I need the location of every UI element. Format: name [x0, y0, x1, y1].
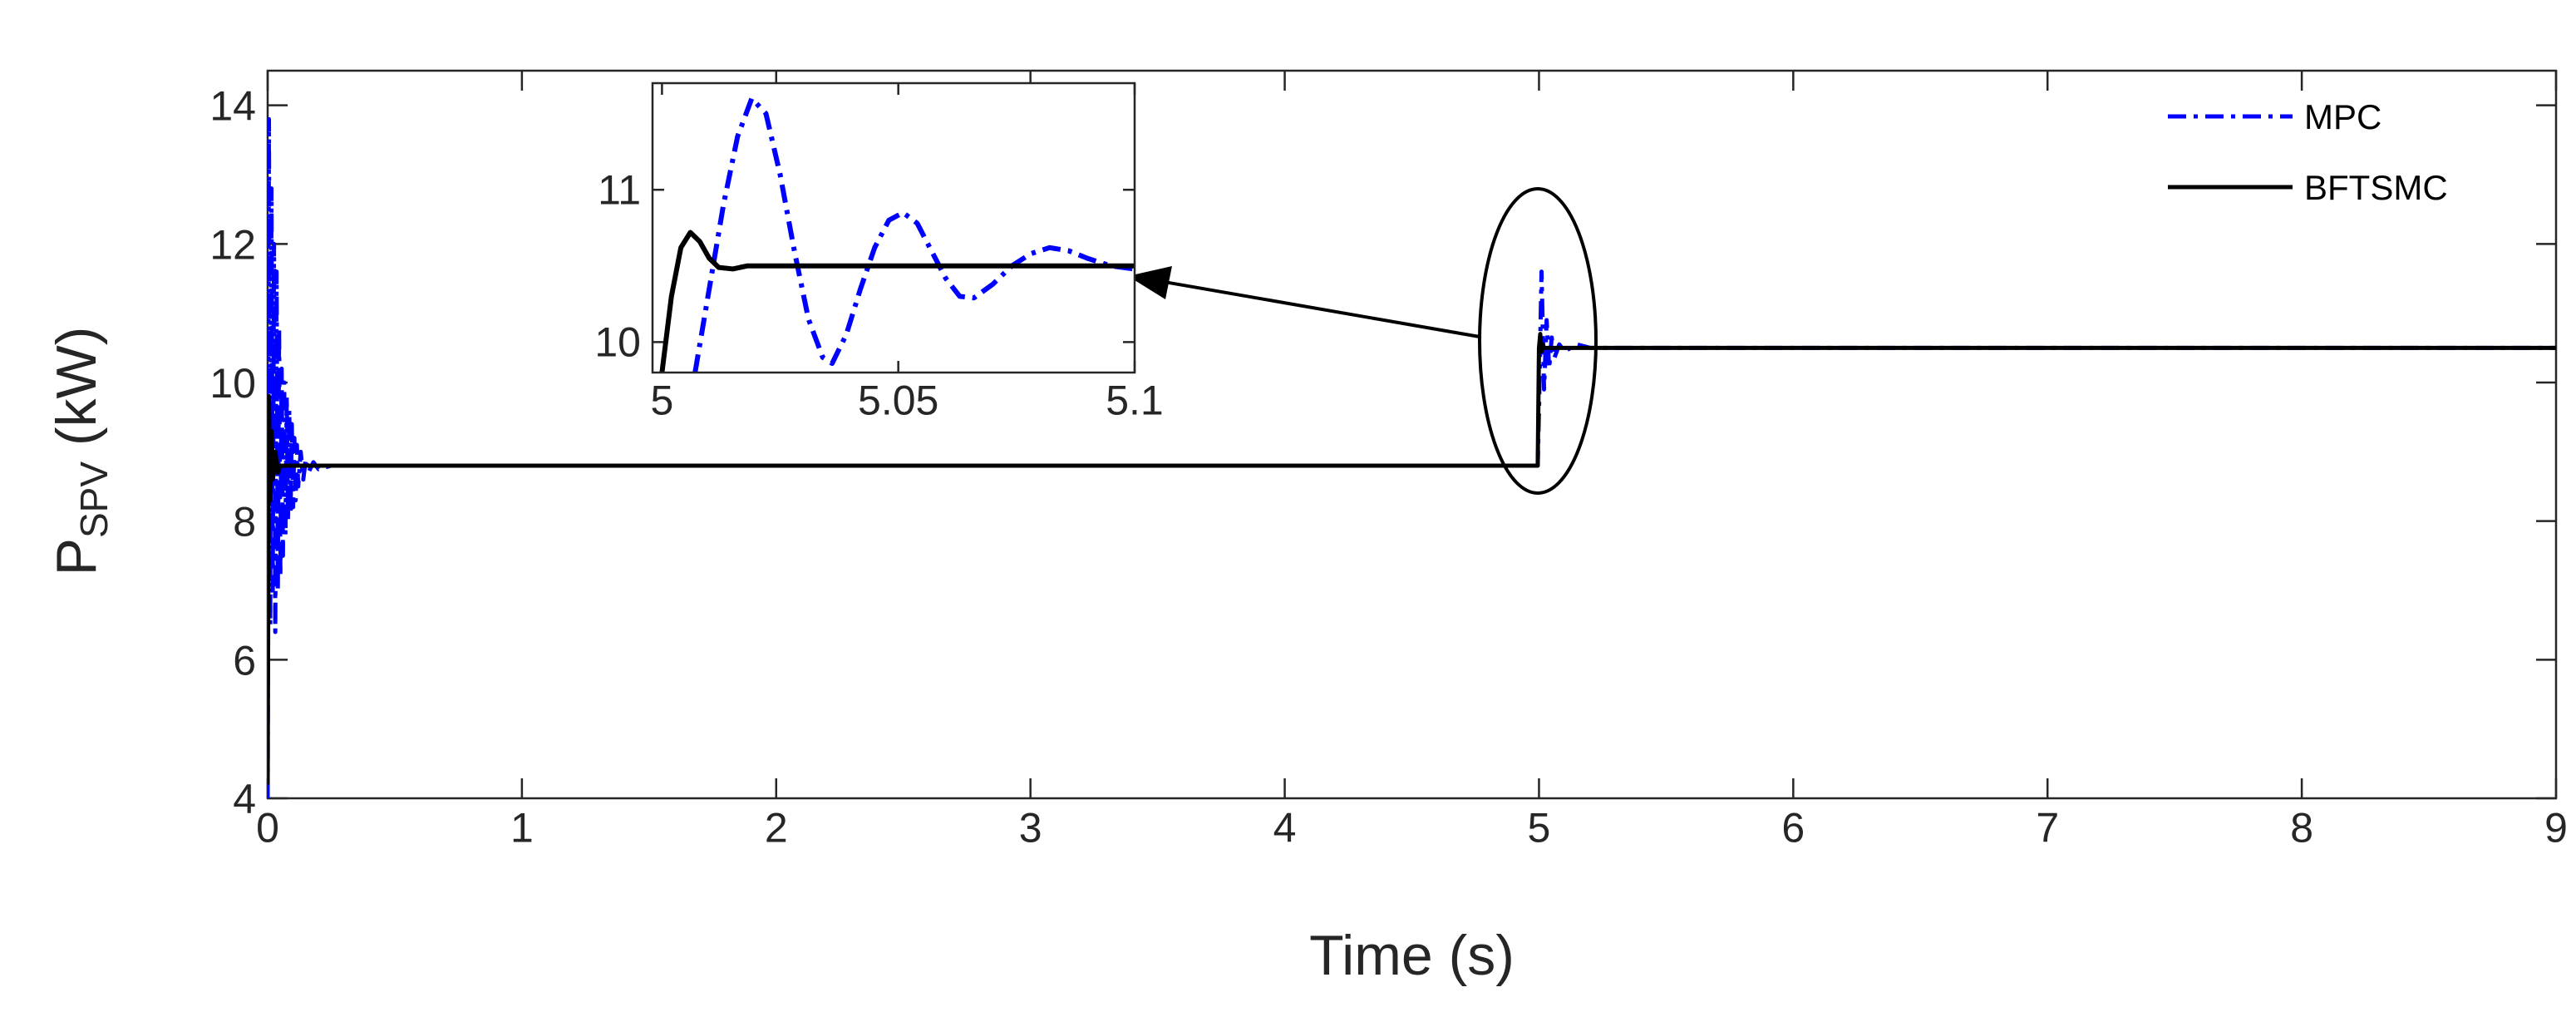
main-y-tick-label: 8	[233, 499, 256, 545]
main-y-tick-label: 14	[209, 83, 256, 130]
inset-ticks: 5 5.05 5.1 10 11	[594, 83, 1164, 423]
y-axis-title-main: P	[45, 538, 108, 575]
main-x-tick-label: 1	[510, 805, 534, 852]
inset-y-tick-label: 11	[598, 166, 641, 213]
main-x-tick-label: 4	[1273, 805, 1297, 852]
zoom-arrow-line	[1159, 279, 1480, 338]
zoom-arrow-head	[1128, 266, 1172, 299]
main-y-tick-label: 4	[233, 776, 256, 822]
inset-x-tick-label: 5.05	[858, 377, 938, 423]
main-y-tick-label: 12	[209, 221, 256, 268]
main-x-tick-label: 6	[1781, 805, 1805, 852]
inset-series-bftsmc	[659, 230, 1135, 373]
main-x-tick-label: 9	[2544, 805, 2568, 852]
zoom-highlight-ellipse	[1478, 187, 1598, 495]
main-series-bftsmc	[268, 332, 2556, 785]
y-axis-title: PSPV (kW)	[45, 327, 116, 576]
main-y-tick-label: 6	[233, 637, 256, 684]
main-y-tick-label: 10	[209, 360, 256, 407]
inset-x-tick-label: 5.1	[1106, 377, 1164, 423]
main-x-tick-label: 5	[1528, 805, 1551, 852]
y-axis-title-unit: (kW)	[45, 327, 108, 462]
y-axis-title-subscript: SPV	[72, 462, 116, 538]
inset-plot-area	[651, 81, 1136, 374]
inset-x-tick-label: 5	[650, 377, 673, 423]
legend-label-bftsmc: BFTSMC	[2304, 168, 2448, 207]
inset-chart: 5 5.05 5.1 10 11	[594, 81, 1164, 423]
main-x-tick-label: 2	[765, 805, 788, 852]
main-x-tick-label: 0	[256, 805, 279, 852]
legend-label-mpc: MPC	[2304, 97, 2381, 136]
main-x-tick-label: 8	[2290, 805, 2313, 852]
main-x-tick-label: 7	[2036, 805, 2059, 852]
main-series	[268, 116, 2556, 798]
inset-background	[653, 83, 1135, 373]
inset-y-tick-label: 10	[594, 319, 641, 366]
inset-series	[659, 96, 1135, 373]
legend: MPC BFTSMC	[2168, 97, 2448, 207]
x-axis-title: Time (s)	[1309, 924, 1515, 987]
inset-series-mpc	[692, 96, 1135, 373]
main-series-mpc	[268, 116, 2556, 798]
main-x-tick-label: 3	[1019, 805, 1042, 852]
